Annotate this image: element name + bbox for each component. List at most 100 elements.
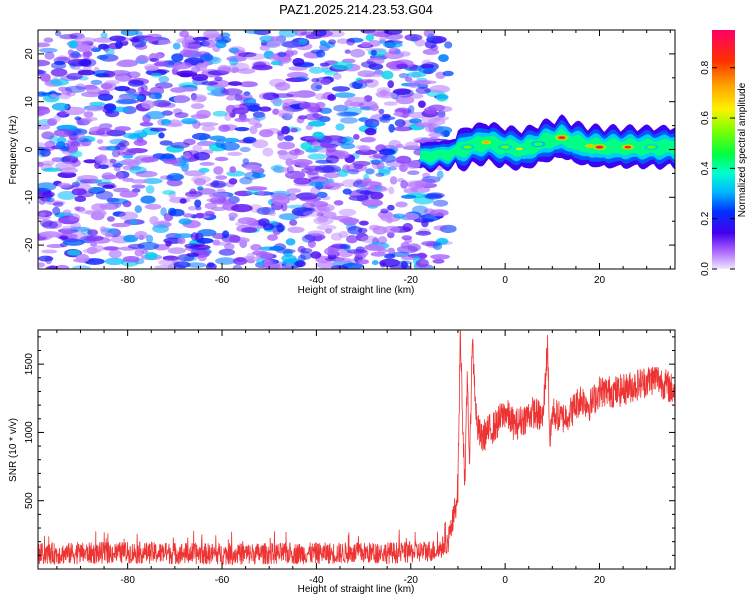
noise-blob	[289, 219, 298, 226]
noise-blob	[154, 265, 177, 269]
noise-blob	[48, 265, 58, 269]
noise-blob	[145, 111, 166, 120]
noise-blob	[405, 141, 419, 149]
noise-blob	[423, 30, 435, 38]
noise-blob	[407, 71, 427, 78]
y-tick-label: 500	[24, 492, 35, 509]
noise-blob	[75, 83, 86, 90]
noise-blob	[196, 109, 211, 119]
noise-blob	[191, 65, 201, 73]
noise-blob	[232, 257, 248, 265]
noise-blob	[150, 72, 162, 78]
noise-blob	[149, 57, 160, 62]
noise-blob	[72, 231, 88, 240]
noise-blob	[436, 170, 444, 179]
noise-blob	[319, 107, 332, 114]
y-tick-label: 20	[24, 48, 35, 60]
noise-blob	[316, 191, 328, 198]
noise-blob	[75, 206, 86, 212]
noise-blob	[393, 213, 405, 219]
noise-blob	[173, 261, 191, 268]
noise-blob	[406, 93, 424, 99]
noise-blob	[325, 155, 339, 164]
noise-blob	[365, 168, 375, 175]
noise-blob	[242, 158, 250, 165]
noise-blob	[239, 146, 251, 153]
noise-blob	[68, 226, 91, 232]
noise-blob	[226, 95, 236, 101]
noise-blob	[201, 125, 216, 132]
noise-blob	[277, 141, 296, 150]
noise-blob	[307, 120, 326, 127]
noise-blob	[341, 217, 360, 225]
noise-blob	[167, 247, 186, 255]
noise-blob	[192, 132, 211, 141]
noise-blob	[272, 93, 294, 98]
noise-blob	[246, 253, 255, 261]
noise-blob	[320, 141, 331, 148]
noise-blob	[144, 203, 162, 210]
noise-blob	[174, 112, 189, 119]
noise-blob	[146, 234, 154, 244]
noise-blob	[314, 93, 326, 100]
x-tick-label: 0	[502, 275, 508, 286]
noise-blob	[276, 55, 291, 63]
noise-blob	[309, 66, 324, 74]
noise-blob	[422, 172, 431, 179]
noise-blob	[314, 164, 335, 174]
noise-blob	[245, 53, 267, 60]
noise-blob	[38, 161, 44, 167]
noise-blob	[186, 193, 199, 200]
noise-blob	[316, 211, 324, 217]
noise-blob	[144, 65, 159, 72]
noise-blob	[407, 243, 422, 252]
noise-blob	[86, 86, 101, 95]
noise-blob	[400, 261, 408, 269]
noise-blob	[231, 107, 249, 115]
noise-blob	[65, 85, 86, 93]
snr-frame	[37, 329, 676, 570]
noise-blob	[415, 80, 437, 85]
x-tick-label: -60	[215, 275, 230, 286]
noise-blob	[358, 259, 369, 265]
noise-blob	[370, 191, 383, 200]
noise-blob	[361, 41, 371, 48]
noise-blob	[330, 265, 349, 269]
noise-blob	[204, 202, 218, 210]
noise-blob	[361, 178, 370, 185]
signal-peak	[463, 145, 471, 149]
noise-blob	[286, 165, 294, 174]
noise-blob	[281, 40, 303, 48]
signal-peak	[596, 145, 603, 149]
noise-blob	[315, 85, 322, 90]
noise-blob	[430, 254, 450, 260]
noise-blob	[357, 227, 368, 234]
noise-blob	[131, 184, 146, 189]
noise-blob	[215, 257, 236, 265]
noise-blob	[415, 122, 433, 128]
signal-peak	[515, 147, 523, 151]
noise-blob	[87, 229, 99, 236]
noise-blob	[432, 242, 443, 250]
colorbar-ticks: 0.0 0.2 0.4 0.6 0.8	[700, 60, 735, 276]
noise-blob	[353, 134, 360, 140]
noise-blob	[324, 228, 333, 234]
noise-blob	[120, 30, 139, 36]
colorbar-tick-label: 0.0	[700, 262, 711, 276]
noise-blob	[285, 238, 296, 246]
signal-peak	[558, 136, 566, 140]
noise-blob	[103, 246, 119, 251]
noise-blob	[285, 158, 294, 166]
noise-blob	[395, 88, 414, 98]
noise-blob	[198, 167, 210, 173]
noise-blob	[398, 73, 409, 79]
noise-blob	[56, 141, 66, 148]
noise-blob	[67, 59, 89, 67]
snr-line	[38, 330, 675, 566]
noise-blob	[319, 40, 327, 46]
noise-blob	[163, 159, 179, 165]
noise-blob	[54, 264, 70, 269]
noise-blob	[320, 78, 331, 85]
noise-blob	[144, 252, 158, 260]
noise-blob	[315, 49, 326, 58]
